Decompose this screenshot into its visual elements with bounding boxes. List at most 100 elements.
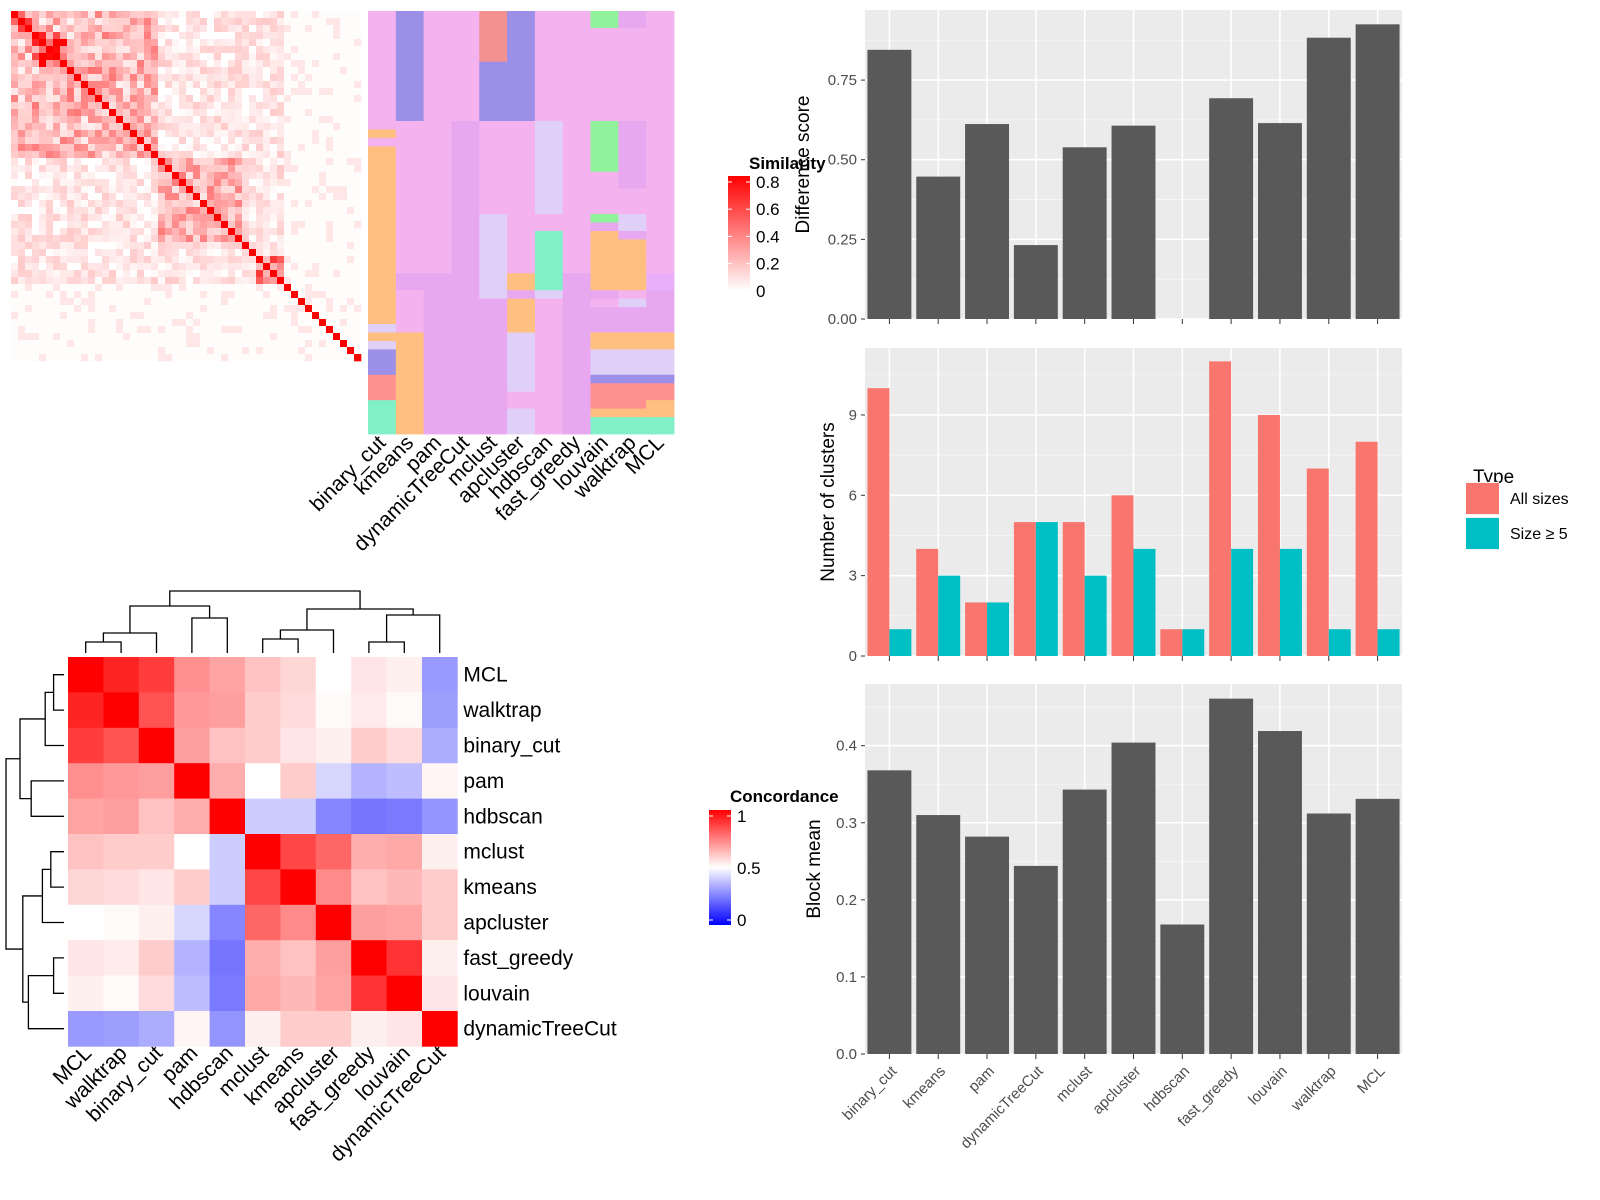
similarity-cell	[32, 88, 40, 96]
membership-cell	[451, 11, 480, 122]
similarity-cell	[179, 277, 187, 285]
similarity-cell	[60, 46, 68, 54]
similarity-cell	[102, 333, 110, 341]
concordance-row-label: walktrap	[462, 699, 541, 722]
similarity-cell	[74, 298, 82, 306]
similarity-cell	[11, 326, 19, 334]
similarity-colorbar	[728, 176, 750, 291]
similarity-cell	[32, 305, 40, 313]
similarity-cell	[193, 291, 201, 299]
similarity-cell	[312, 249, 320, 257]
membership-cell	[479, 120, 508, 215]
similarity-cell	[200, 53, 208, 61]
similarity-cell	[347, 165, 355, 173]
similarity-cell	[186, 214, 194, 222]
similarity-cell	[354, 277, 362, 285]
similarity-cell	[39, 81, 47, 89]
membership-cell	[590, 417, 619, 435]
similarity-cell	[123, 263, 131, 271]
similarity-cell	[172, 60, 180, 68]
similarity-cell	[305, 60, 313, 68]
similarity-cell	[221, 25, 229, 33]
similarity-cell	[144, 130, 152, 138]
similarity-cell	[263, 291, 271, 299]
similarity-cell	[32, 60, 40, 68]
similarity-cell	[67, 319, 75, 327]
similarity-cell	[102, 53, 110, 61]
similarity-cell	[277, 221, 285, 229]
similarity-cell	[214, 11, 222, 19]
similarity-cell	[242, 354, 250, 362]
similarity-cell	[340, 242, 348, 250]
similarity-cell	[249, 102, 257, 110]
similarity-cell	[291, 11, 299, 19]
bar-size	[1377, 629, 1400, 656]
similarity-cell	[60, 165, 68, 173]
similarity-cell	[88, 116, 96, 124]
similarity-cell	[67, 46, 75, 54]
similarity-cell	[81, 319, 89, 327]
similarity-cell	[200, 228, 208, 236]
similarity-cell	[11, 312, 19, 320]
similarity-cell	[11, 256, 19, 264]
similarity-cell	[200, 270, 208, 278]
similarity-cell	[340, 53, 348, 61]
membership-cell	[395, 290, 425, 333]
bar	[1257, 123, 1302, 319]
similarity-cell	[81, 242, 89, 250]
similarity-cell	[319, 130, 327, 138]
similarity-cell	[25, 18, 33, 26]
similarity-cell	[284, 67, 292, 75]
similarity-cell	[151, 214, 159, 222]
similarity-cell	[74, 130, 82, 138]
similarity-cell	[242, 116, 250, 124]
similarity-cell	[256, 74, 264, 82]
similarity-cell	[53, 305, 61, 313]
similarity-cell	[326, 109, 334, 117]
similarity-cell	[298, 333, 306, 341]
similarity-cell	[137, 277, 145, 285]
similarity-cell	[319, 116, 327, 124]
similarity-cell	[277, 326, 285, 334]
membership-cell	[507, 120, 536, 274]
similarity-cell	[249, 81, 257, 89]
similarity-cell	[18, 81, 26, 89]
similarity-cell	[249, 235, 257, 243]
similarity-cell	[165, 270, 173, 278]
similarity-legend-tick: 0	[756, 282, 765, 301]
similarity-cell	[109, 249, 117, 257]
similarity-cell	[256, 256, 264, 264]
similarity-cell	[172, 67, 180, 75]
similarity-cell	[109, 347, 117, 355]
similarity-cell	[249, 228, 257, 236]
similarity-cell	[228, 172, 236, 180]
similarity-cell	[74, 291, 82, 299]
similarity-cell	[340, 228, 348, 236]
similarity-cell	[102, 305, 110, 313]
similarity-cell	[193, 53, 201, 61]
similarity-cell	[270, 25, 278, 33]
similarity-cell	[228, 340, 236, 348]
similarity-cell	[319, 214, 327, 222]
similarity-cell	[18, 221, 26, 229]
similarity-cell	[340, 263, 348, 271]
similarity-cell	[18, 340, 26, 348]
similarity-cell	[270, 277, 278, 285]
similarity-cell	[326, 46, 334, 54]
similarity-cell	[235, 277, 243, 285]
similarity-cell	[60, 123, 68, 131]
membership-cell	[618, 256, 647, 291]
membership-cell	[534, 290, 564, 300]
membership-cell	[618, 383, 647, 410]
similarity-cell	[193, 193, 201, 201]
similarity-cell	[53, 95, 61, 103]
similarity-cell	[102, 193, 110, 201]
similarity-cell	[270, 270, 278, 278]
similarity-cell	[46, 172, 54, 180]
similarity-cell	[172, 291, 180, 299]
similarity-cell	[263, 39, 271, 47]
similarity-cell	[298, 116, 306, 124]
membership-cell	[618, 349, 647, 376]
y-axis-title: Difference score	[793, 96, 814, 234]
similarity-cell	[256, 305, 264, 313]
